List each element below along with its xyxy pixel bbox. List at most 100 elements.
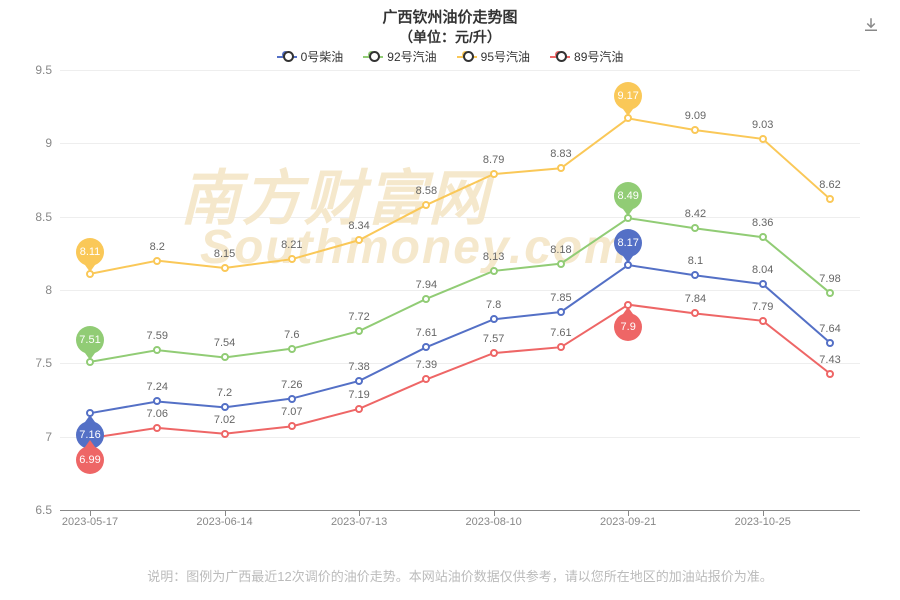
legend: 0号柴油 92号汽油 95号汽油 89号汽油 xyxy=(0,48,900,65)
value-label: 8.13 xyxy=(483,251,504,263)
series-point[interactable] xyxy=(221,353,229,361)
y-tick-label: 9.5 xyxy=(0,63,52,77)
series-point[interactable] xyxy=(759,280,767,288)
value-label: 7.98 xyxy=(819,273,840,285)
y-tick-label: 9 xyxy=(0,136,52,150)
value-label: 8.15 xyxy=(214,248,235,260)
x-tick-label: 2023-06-14 xyxy=(196,516,252,528)
value-label: 8.04 xyxy=(752,264,773,276)
series-point[interactable] xyxy=(153,424,161,432)
series-point[interactable] xyxy=(153,257,161,265)
series-point[interactable] xyxy=(355,236,363,244)
series-point[interactable] xyxy=(490,170,498,178)
value-label: 7.64 xyxy=(819,323,840,335)
series-point[interactable] xyxy=(826,289,834,297)
x-tick-label: 2023-07-13 xyxy=(331,516,387,528)
legend-label: 92号汽油 xyxy=(387,48,436,65)
value-label: 7.57 xyxy=(483,333,504,345)
legend-label: 0号柴油 xyxy=(301,48,344,65)
title-sub: （单位：元/升） xyxy=(0,28,900,46)
value-label: 7.94 xyxy=(416,279,437,291)
series-point[interactable] xyxy=(691,126,699,134)
value-label: 8.2 xyxy=(150,241,165,253)
value-label: 7.61 xyxy=(550,327,571,339)
series-point[interactable] xyxy=(759,317,767,325)
legend-item[interactable]: 0号柴油 xyxy=(277,48,344,65)
value-label: 7.07 xyxy=(281,406,302,418)
legend-swatch xyxy=(277,56,297,58)
legend-label: 89号汽油 xyxy=(574,48,623,65)
series-point[interactable] xyxy=(221,430,229,438)
series-point[interactable] xyxy=(691,309,699,317)
value-label: 7.72 xyxy=(348,311,369,323)
value-label: 7.79 xyxy=(752,301,773,313)
value-label: 7.24 xyxy=(147,381,168,393)
value-label: 8.21 xyxy=(281,239,302,251)
value-label: 7.02 xyxy=(214,414,235,426)
series-point[interactable] xyxy=(288,422,296,430)
series-point[interactable] xyxy=(557,260,565,268)
series-point[interactable] xyxy=(288,395,296,403)
chart-lines xyxy=(60,70,860,510)
value-label: 8.36 xyxy=(752,217,773,229)
balloon-label: 8.17 xyxy=(614,229,642,257)
series-point[interactable] xyxy=(826,195,834,203)
y-tick-label: 7.5 xyxy=(0,356,52,370)
value-label: 7.6 xyxy=(284,329,299,341)
series-point[interactable] xyxy=(422,375,430,383)
value-label: 7.38 xyxy=(348,361,369,373)
series-point[interactable] xyxy=(557,343,565,351)
value-label: 7.19 xyxy=(348,389,369,401)
legend-swatch xyxy=(457,56,477,58)
series-point[interactable] xyxy=(153,397,161,405)
series-point[interactable] xyxy=(759,135,767,143)
value-label: 8.42 xyxy=(685,208,706,220)
value-label: 7.61 xyxy=(416,327,437,339)
series-point[interactable] xyxy=(288,255,296,263)
series-point[interactable] xyxy=(826,339,834,347)
series-point[interactable] xyxy=(422,343,430,351)
x-tick-label: 2023-08-10 xyxy=(465,516,521,528)
series-point[interactable] xyxy=(422,295,430,303)
y-tick-label: 8.5 xyxy=(0,210,52,224)
legend-item[interactable]: 89号汽油 xyxy=(550,48,623,65)
series-point[interactable] xyxy=(288,345,296,353)
series-point[interactable] xyxy=(355,327,363,335)
series-point[interactable] xyxy=(557,308,565,316)
value-label: 7.06 xyxy=(147,408,168,420)
series-point[interactable] xyxy=(355,377,363,385)
y-tick-label: 6.5 xyxy=(0,503,52,517)
series-point[interactable] xyxy=(355,405,363,413)
series-point[interactable] xyxy=(490,349,498,357)
value-label: 7.26 xyxy=(281,379,302,391)
value-label: 7.2 xyxy=(217,387,232,399)
legend-item[interactable]: 95号汽油 xyxy=(457,48,530,65)
legend-swatch xyxy=(550,56,570,58)
value-label: 7.8 xyxy=(486,299,501,311)
x-tick-label: 2023-10-25 xyxy=(735,516,791,528)
value-label: 7.39 xyxy=(416,359,437,371)
series-point[interactable] xyxy=(557,164,565,172)
value-label: 8.1 xyxy=(688,255,703,267)
value-label: 8.62 xyxy=(819,179,840,191)
value-label: 7.54 xyxy=(214,337,235,349)
series-point[interactable] xyxy=(490,267,498,275)
series-point[interactable] xyxy=(691,224,699,232)
legend-label: 95号汽油 xyxy=(481,48,530,65)
series-point[interactable] xyxy=(490,315,498,323)
balloon-label: 9.17 xyxy=(614,82,642,110)
series-point[interactable] xyxy=(759,233,767,241)
value-label: 8.18 xyxy=(550,244,571,256)
series-point[interactable] xyxy=(153,346,161,354)
series-point[interactable] xyxy=(826,370,834,378)
series-point[interactable] xyxy=(691,271,699,279)
value-label: 8.83 xyxy=(550,148,571,160)
series-point[interactable] xyxy=(221,264,229,272)
legend-swatch xyxy=(363,56,383,58)
value-label: 7.85 xyxy=(550,292,571,304)
series-point[interactable] xyxy=(221,403,229,411)
series-point[interactable] xyxy=(422,201,430,209)
download-icon[interactable] xyxy=(862,16,880,34)
legend-item[interactable]: 92号汽油 xyxy=(363,48,436,65)
value-label: 8.79 xyxy=(483,154,504,166)
